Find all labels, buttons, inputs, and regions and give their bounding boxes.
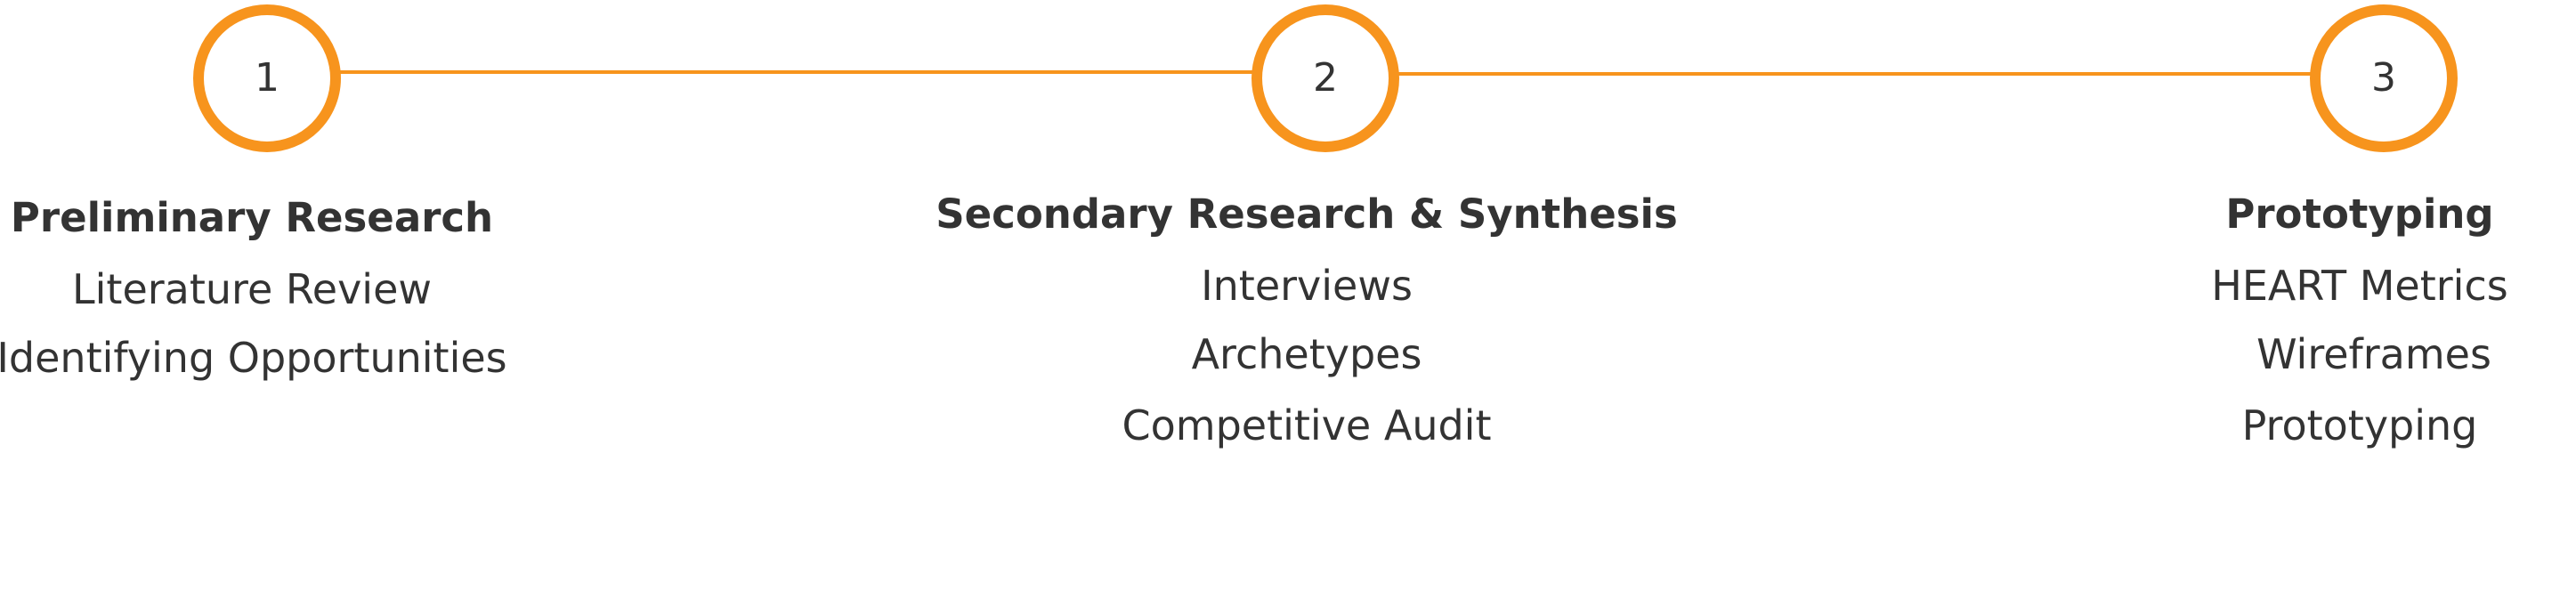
step-2-item-3: Competitive Audit xyxy=(1122,401,1492,449)
step-2-item-1: Interviews xyxy=(1201,262,1413,310)
step-3-item-1: HEART Metrics xyxy=(2211,262,2508,310)
step-1-title: Preliminary Research xyxy=(10,194,494,241)
step-2-number: 2 xyxy=(1313,55,1338,101)
step-3-item-3: Prototyping xyxy=(2241,401,2478,449)
step-3-number: 3 xyxy=(2371,55,2396,101)
step-2-circle: 2 xyxy=(1252,4,1399,152)
step-1-number: 1 xyxy=(255,55,279,101)
step-1-item-1: Literature Review xyxy=(72,265,432,313)
step-2-title: Secondary Research & Synthesis xyxy=(936,190,1678,238)
step-3-item-2: Wireframes xyxy=(2256,330,2491,378)
step-3-circle: 3 xyxy=(2310,4,2458,152)
step-1-item-2: Identifying Opportunities xyxy=(0,334,507,382)
connector-line-1-2 xyxy=(336,70,1262,74)
step-3-title: Prototyping xyxy=(2225,190,2494,238)
connector-line-2-3 xyxy=(1390,72,2321,76)
step-2-item-2: Archetypes xyxy=(1191,330,1422,378)
step-1-circle: 1 xyxy=(193,4,341,152)
